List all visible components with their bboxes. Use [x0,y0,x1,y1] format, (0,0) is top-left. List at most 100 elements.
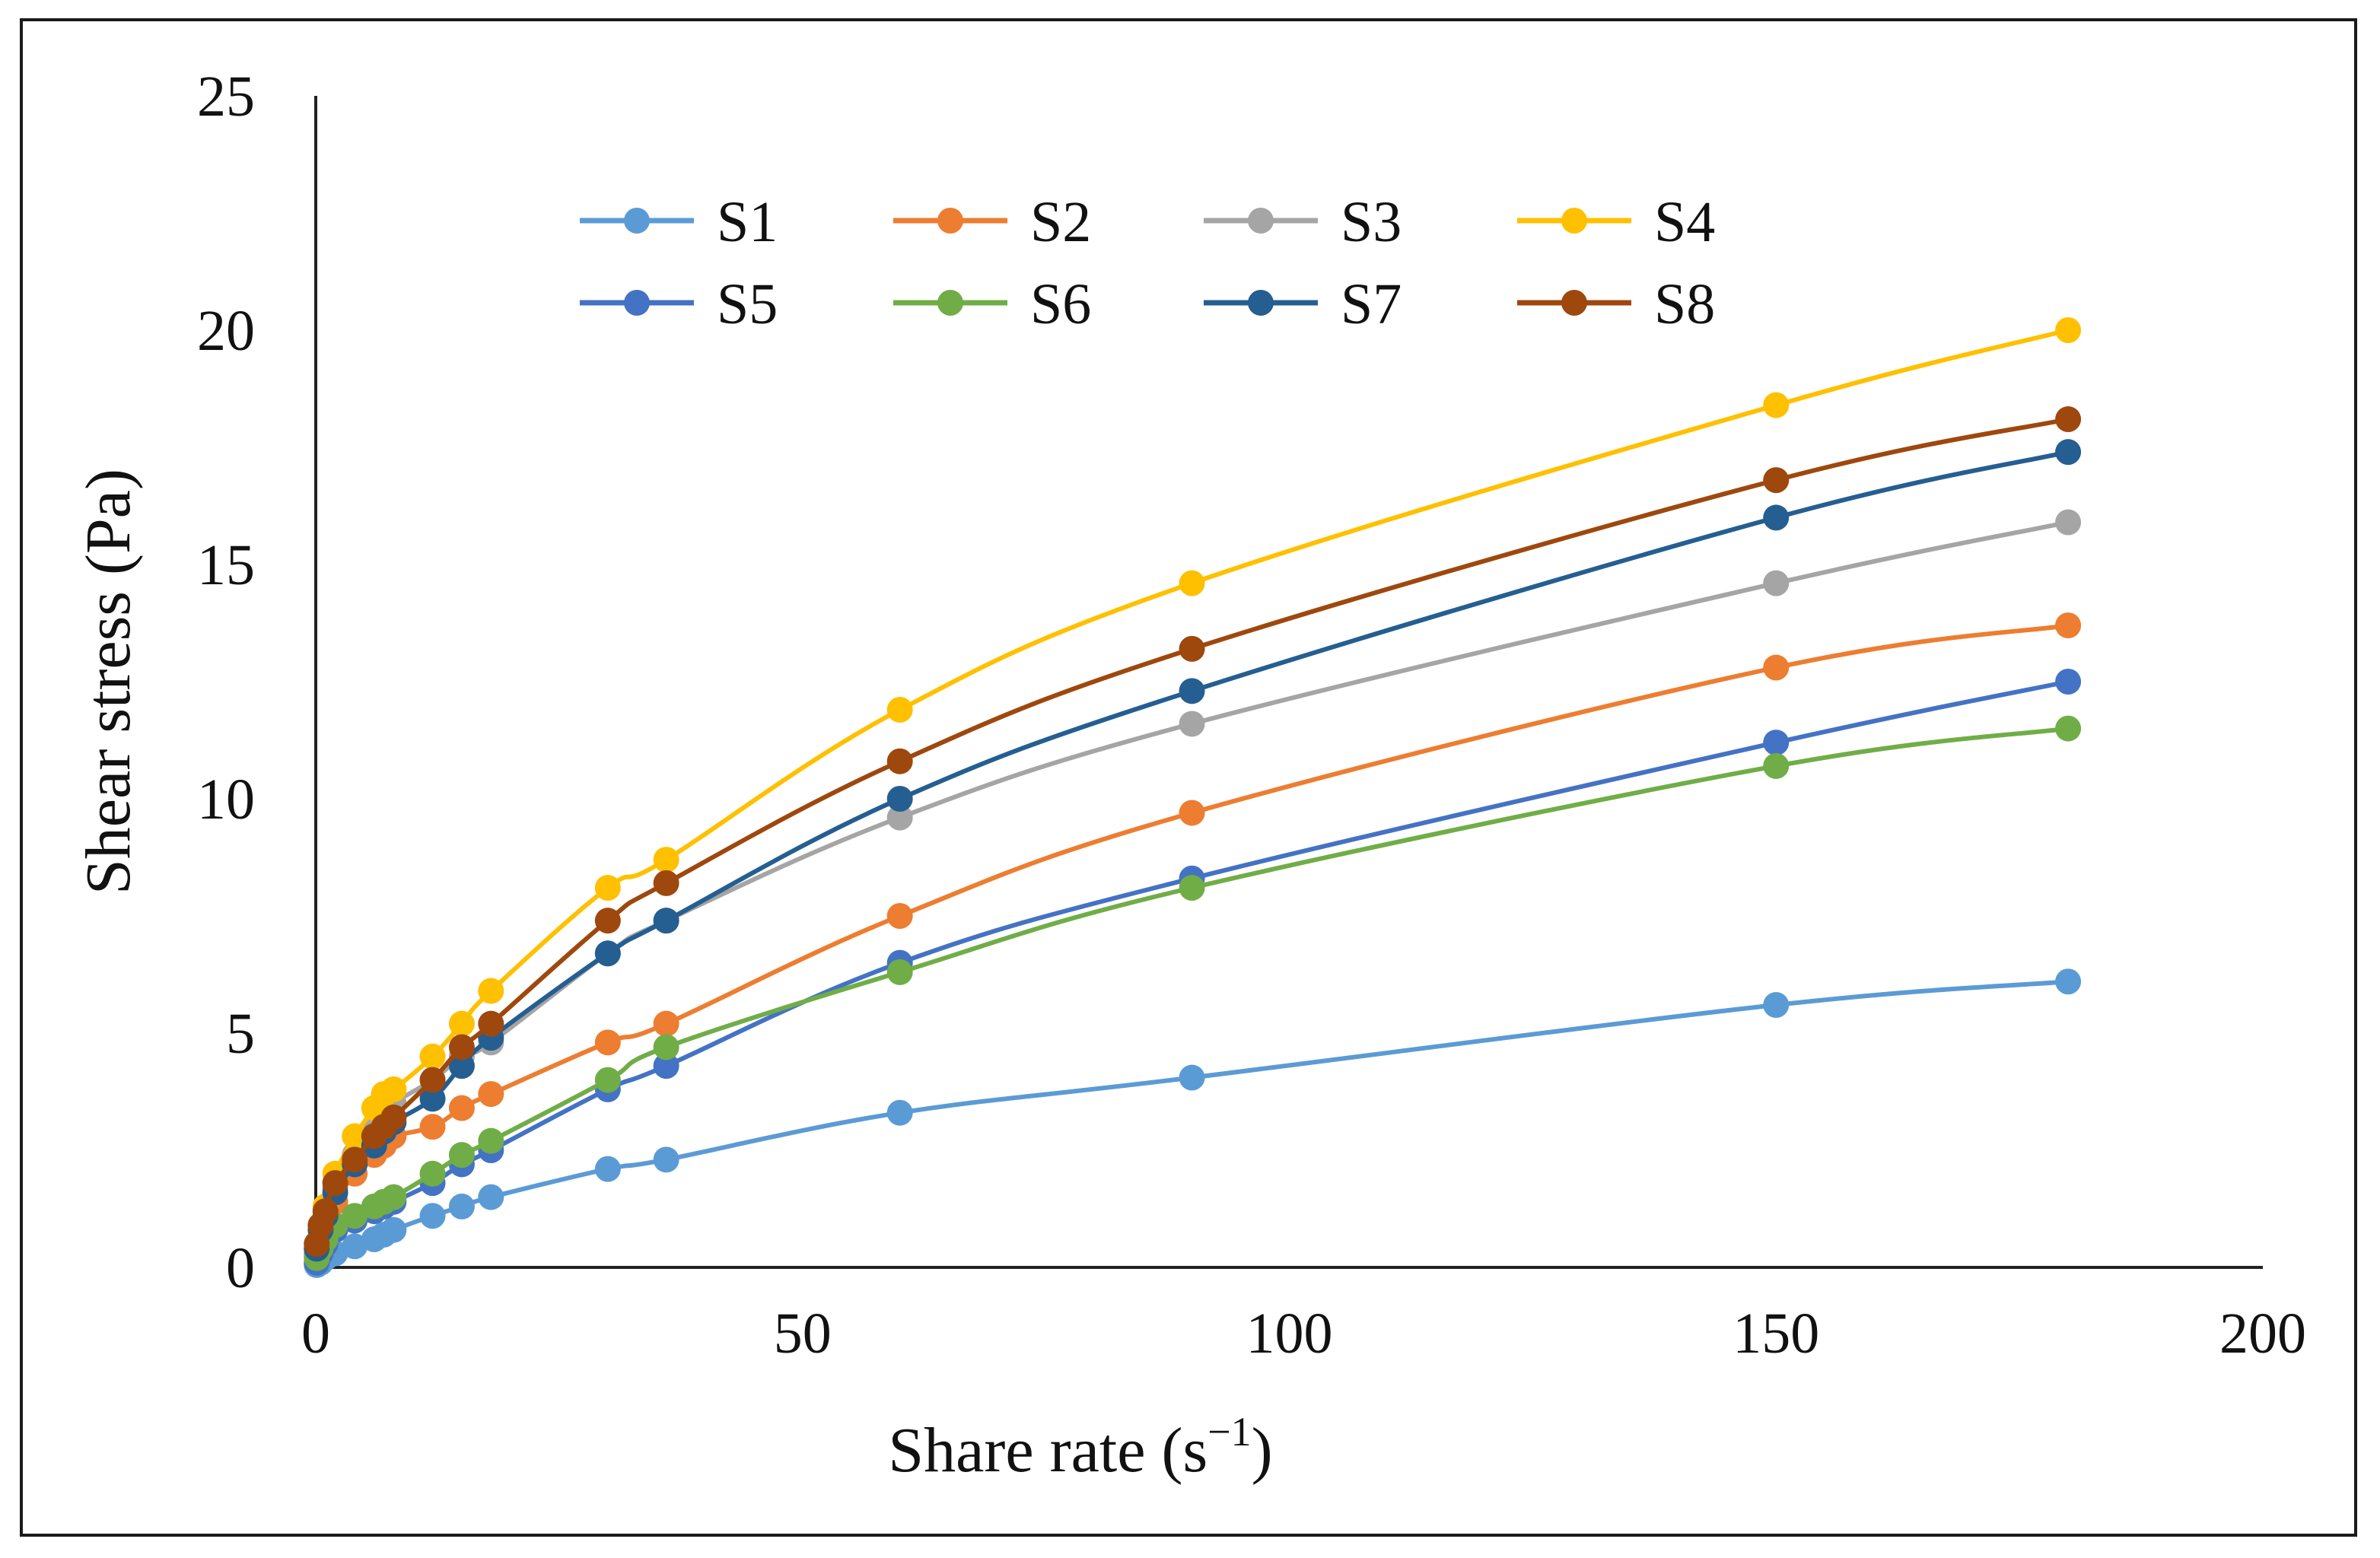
legend-swatch-marker-s3 [1248,208,1274,234]
data-point-s2-14 [1179,800,1205,826]
data-point-s7-11 [594,940,621,967]
data-point-s6-12 [653,1034,679,1060]
series-line-s8 [314,417,2071,1247]
legend-item-s3: S3 [1204,190,1402,254]
data-point-s2-13 [886,903,913,929]
data-point-s7-14 [1179,678,1205,704]
y-tick-labels: 0 5 10 15 20 25 [197,65,255,1300]
x-tick-labels: 0 50 100 150 200 [301,1302,2306,1366]
legend-swatch-marker-s5 [624,290,650,316]
data-point-s5-15 [1763,730,1790,756]
data-point-s2-8 [419,1114,446,1140]
data-point-s3-15 [1763,570,1790,596]
legend: S1 S2 S3 S4 S5 S6 S7 S8 [580,190,1715,336]
data-point-s6-15 [1763,752,1790,779]
legend-item-s1: S1 [580,190,778,254]
x-tick-label-0: 0 [301,1302,330,1366]
data-point-s7-12 [653,908,679,934]
data-point-s2-15 [1763,654,1790,681]
data-point-s8-8 [419,1067,446,1093]
data-point-s7-8 [419,1086,446,1112]
x-tick-label-200: 200 [2219,1302,2306,1366]
series-line-s1 [314,979,2071,1267]
y-tick-label-20: 20 [197,299,255,363]
data-point-s6-4 [342,1203,368,1229]
data-point-s6-8 [419,1160,446,1187]
line-chart: 0 5 10 15 20 25 0 50 100 150 200 Shear stress (Pa… [73,65,2306,1486]
data-point-s6-16 [2055,715,2082,742]
data-point-s4-8 [419,1043,446,1070]
legend-label-s3: S3 [1341,190,1402,254]
data-point-s8-16 [2055,406,2082,433]
series-s7 [304,439,2082,1262]
data-point-s8-7 [380,1104,407,1130]
data-point-s1-12 [653,1146,679,1173]
data-point-s4-11 [594,875,621,901]
data-point-s8-3 [322,1170,348,1197]
legend-label-s4: S4 [1654,190,1715,254]
x-tick-label-100: 100 [1246,1302,1333,1366]
legend-label-s5: S5 [717,272,778,336]
series-s4 [304,317,2082,1258]
data-point-s4-13 [886,696,913,723]
legend-swatch-marker-s2 [937,208,963,234]
x-axis-title-main: Share rate (s [888,1415,1208,1486]
data-point-s4-14 [1179,570,1205,596]
figure-frame: 0 5 10 15 20 25 0 50 100 150 200 Shear stress (Pa… [20,18,2357,1537]
data-point-s1-8 [419,1203,446,1229]
data-point-s1-13 [886,1099,913,1126]
data-point-s7-13 [886,786,913,812]
data-point-s2-12 [653,1010,679,1037]
legend-swatch-marker-s1 [624,208,650,234]
data-point-s2-9 [448,1095,475,1121]
data-point-s6-7 [380,1184,407,1210]
data-point-s7-9 [448,1053,475,1079]
data-point-s5-12 [653,1053,679,1079]
legend-swatch-marker-s4 [1561,208,1587,234]
data-point-s4-9 [448,1010,475,1037]
data-point-s3-13 [886,804,913,831]
data-point-s8-10 [478,1010,504,1037]
legend-item-s4: S4 [1517,190,1715,254]
y-tick-label-25: 25 [197,65,255,129]
legend-label-s7: S7 [1341,272,1402,336]
series-s2 [304,612,2082,1267]
data-point-s4-7 [380,1076,407,1102]
data-point-s3-16 [2055,509,2082,536]
y-tick-label-5: 5 [226,1002,255,1066]
data-point-s8-11 [594,908,621,934]
legend-swatch-marker-s7 [1248,290,1274,316]
series-s6 [304,715,2082,1271]
x-axis-title-close: ) [1252,1415,1273,1486]
legend-swatch-marker-s8 [1561,290,1587,316]
x-tick-label-50: 50 [774,1302,832,1366]
data-point-s5-16 [2055,669,2082,695]
legend-label-s1: S1 [717,190,778,254]
data-point-s4-10 [478,978,504,1004]
x-axis-title: Share rate (s−1) [888,1409,1272,1486]
y-tick-label-0: 0 [226,1236,255,1300]
data-point-s1-16 [2055,968,2082,995]
data-point-s1-11 [594,1156,621,1182]
data-point-s8-14 [1179,635,1205,662]
legend-label-s2: S2 [1030,190,1091,254]
data-point-s1-4 [342,1233,368,1260]
data-point-s1-10 [478,1184,504,1210]
y-tick-label-10: 10 [197,768,255,831]
legend-label-s6: S6 [1030,272,1091,336]
axes [314,96,2263,1269]
legend-swatch-marker-s6 [937,290,963,316]
data-point-s6-10 [478,1127,504,1154]
legend-item-s8: S8 [1517,272,1715,336]
x-axis-title-exponent: −1 [1208,1409,1251,1455]
y-axis-title: Shear stress (Pa) [73,469,144,895]
data-point-s8-4 [342,1146,368,1173]
data-point-s1-9 [448,1193,475,1219]
data-point-s2-16 [2055,612,2082,639]
series-group [304,317,2082,1278]
data-point-s8-2 [312,1198,339,1225]
data-point-s8-12 [653,870,679,896]
data-point-s2-11 [594,1029,621,1056]
data-point-s1-7 [380,1216,407,1243]
data-point-s8-9 [448,1034,475,1060]
